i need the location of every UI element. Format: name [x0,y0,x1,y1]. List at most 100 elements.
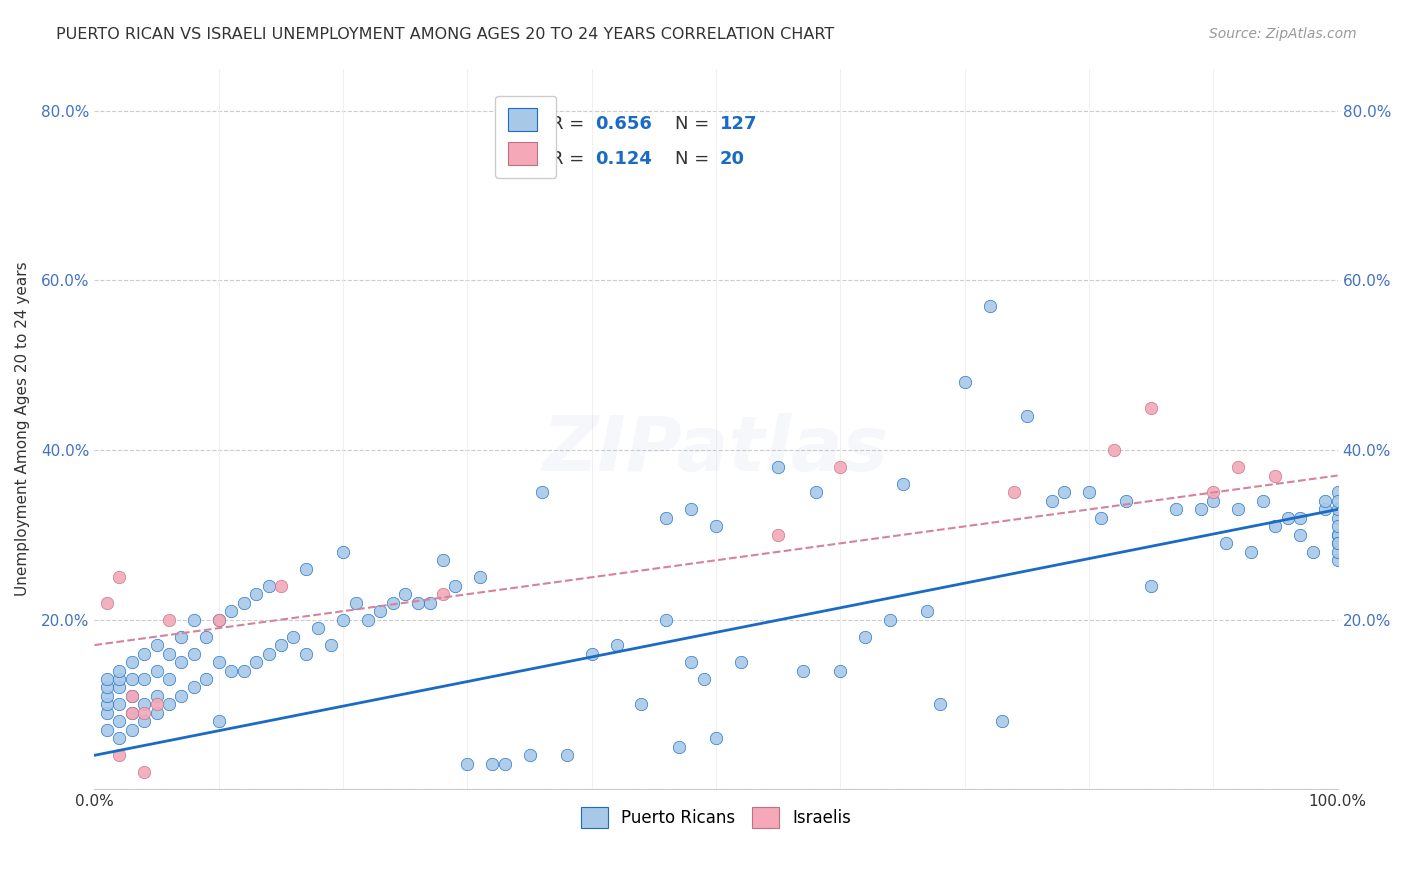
Point [581,647,603,661]
Point [991,714,1014,729]
Point [1315,494,1337,508]
Point [1140,401,1163,415]
Point [183,647,205,661]
Point [219,604,242,618]
Point [530,485,553,500]
Point [730,655,752,669]
Point [1227,502,1250,516]
Point [406,596,429,610]
Point [295,562,318,576]
Point [704,731,727,746]
Point [183,681,205,695]
Point [108,731,131,746]
Point [692,672,714,686]
Point [121,689,143,703]
Text: N =: N = [675,115,716,134]
Point [121,706,143,720]
Point [1326,553,1348,567]
Point [145,689,167,703]
Point [853,630,876,644]
Text: 0.124: 0.124 [596,150,652,168]
Point [121,655,143,669]
Point [1289,511,1312,525]
Point [494,756,516,771]
Point [357,613,380,627]
Point [1326,502,1348,516]
Point [270,638,292,652]
Point [134,672,156,686]
Text: R =: R = [551,150,589,168]
Text: 20: 20 [720,150,745,168]
Point [96,706,118,720]
Point [145,638,167,652]
Text: Source: ZipAtlas.com: Source: ZipAtlas.com [1209,27,1357,41]
Point [96,681,118,695]
Point [394,587,416,601]
Point [121,706,143,720]
Point [245,655,267,669]
Text: R =: R = [551,115,589,134]
Point [1326,528,1348,542]
Text: N =: N = [675,150,716,168]
Point [1215,536,1237,550]
Point [1326,528,1348,542]
Point [157,613,180,627]
Text: PUERTO RICAN VS ISRAELI UNEMPLOYMENT AMONG AGES 20 TO 24 YEARS CORRELATION CHART: PUERTO RICAN VS ISRAELI UNEMPLOYMENT AMO… [56,27,835,42]
Point [668,739,690,754]
Text: 127: 127 [720,115,758,134]
Point [1239,545,1261,559]
Point [219,664,242,678]
Point [432,587,454,601]
Point [1326,485,1348,500]
Point [208,714,231,729]
Point [134,765,156,780]
Point [1115,494,1137,508]
Point [481,756,503,771]
Point [257,579,280,593]
Point [1326,536,1348,550]
Point [1002,485,1025,500]
Point [1264,468,1286,483]
Point [257,647,280,661]
Point [606,638,628,652]
Point [96,723,118,737]
Point [432,553,454,567]
Point [456,756,478,771]
Point [157,647,180,661]
Legend: Puerto Ricans, Israelis: Puerto Ricans, Israelis [575,800,858,835]
Point [270,579,292,593]
Point [519,748,541,763]
Point [681,502,703,516]
Point [953,376,976,390]
Point [295,647,318,661]
Point [232,596,254,610]
Point [96,698,118,712]
Point [157,698,180,712]
Point [979,299,1001,313]
Point [145,698,167,712]
Point [332,613,354,627]
Point [1326,494,1348,508]
Point [1053,485,1076,500]
Point [108,672,131,686]
Point [655,613,678,627]
Point [928,698,950,712]
Point [1326,519,1348,533]
Point [245,587,267,601]
Point [555,748,578,763]
Point [879,613,901,627]
Point [1264,519,1286,533]
Point [208,613,231,627]
Point [1326,545,1348,559]
Point [145,664,167,678]
Point [283,630,305,644]
Point [891,477,914,491]
Point [1227,460,1250,475]
Point [381,596,404,610]
Point [108,681,131,695]
Point [419,596,441,610]
Point [170,655,193,669]
Text: ZIPatlas: ZIPatlas [543,414,889,488]
Point [1140,579,1163,593]
Point [370,604,392,618]
